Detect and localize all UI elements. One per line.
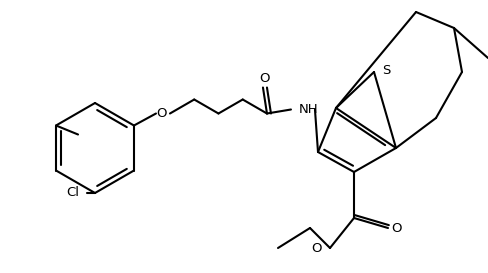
Text: Cl: Cl: [66, 186, 79, 200]
Text: S: S: [382, 64, 390, 76]
Text: O: O: [157, 107, 167, 120]
Text: O: O: [392, 221, 402, 235]
Text: O: O: [311, 242, 322, 254]
Text: NH: NH: [299, 103, 319, 116]
Text: O: O: [260, 72, 270, 85]
